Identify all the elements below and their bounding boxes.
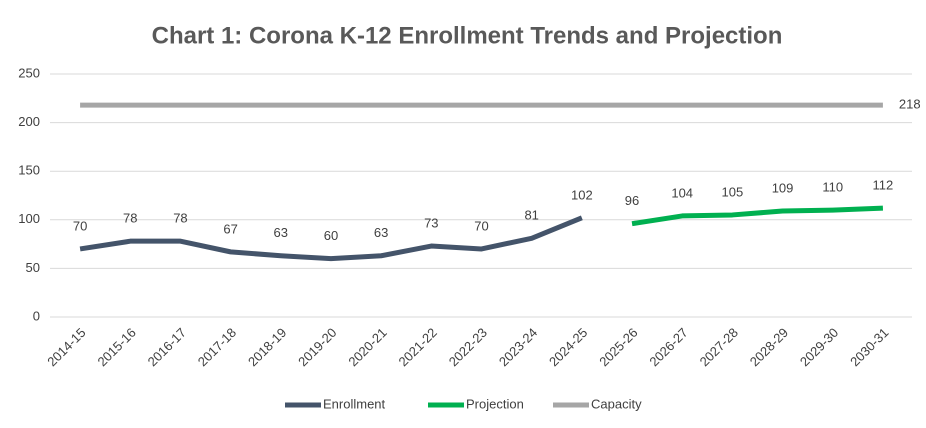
x-tick-label: 2021-22 bbox=[396, 325, 440, 369]
data-label: 102 bbox=[571, 187, 593, 202]
x-tick-label: 2027-28 bbox=[697, 325, 741, 369]
series-line bbox=[631, 205, 884, 227]
x-tick-label: 2017-18 bbox=[195, 325, 239, 369]
x-tick-label: 2016-17 bbox=[145, 325, 189, 369]
data-label: 78 bbox=[173, 211, 187, 226]
y-tick-label: 0 bbox=[33, 308, 40, 323]
data-label: 96 bbox=[625, 193, 639, 208]
data-label: 109 bbox=[772, 180, 794, 195]
data-label: 73 bbox=[424, 215, 438, 230]
chart-title: Chart 1: Corona K-12 Enrollment Trends a… bbox=[152, 22, 783, 49]
legend-label: Projection bbox=[466, 396, 524, 411]
y-tick-label: 250 bbox=[18, 65, 40, 80]
data-label: 67 bbox=[223, 221, 237, 236]
x-tick-label: 2023-24 bbox=[496, 325, 540, 369]
y-tick-label: 200 bbox=[18, 114, 40, 129]
x-tick-label: 2026-27 bbox=[646, 325, 690, 369]
data-label: 81 bbox=[524, 208, 538, 223]
legend-label: Capacity bbox=[591, 396, 642, 411]
x-tick-label: 2024-25 bbox=[546, 325, 590, 369]
y-tick-label: 100 bbox=[18, 211, 40, 226]
x-tick-label: 2019-20 bbox=[295, 325, 339, 369]
x-tick-label: 2015-16 bbox=[94, 325, 138, 369]
x-tick-label: 2014-15 bbox=[44, 325, 88, 369]
x-tick-label: 2030-31 bbox=[847, 325, 891, 369]
y-tick-label: 50 bbox=[26, 260, 40, 275]
data-label: 78 bbox=[123, 211, 137, 226]
x-tick-label: 2029-30 bbox=[797, 325, 841, 369]
x-tick-label: 2018-19 bbox=[245, 325, 289, 369]
data-label: 105 bbox=[722, 184, 744, 199]
y-tick-label: 150 bbox=[18, 163, 40, 178]
data-label: 60 bbox=[324, 228, 338, 243]
data-label: 63 bbox=[374, 225, 388, 240]
x-tick-label: 2028-29 bbox=[747, 325, 791, 369]
data-label: 110 bbox=[822, 180, 843, 195]
data-label: 218 bbox=[899, 97, 921, 112]
data-label: 104 bbox=[671, 185, 693, 200]
x-tick-label: 2022-23 bbox=[446, 325, 490, 369]
data-label: 63 bbox=[274, 225, 288, 240]
series-line bbox=[79, 215, 583, 262]
x-tick-label: 2025-26 bbox=[596, 325, 640, 369]
legend-label: Enrollment bbox=[323, 396, 386, 411]
data-label: 70 bbox=[73, 218, 87, 233]
x-tick-label: 2020-21 bbox=[345, 325, 389, 369]
data-label: 112 bbox=[873, 178, 894, 193]
data-label: 70 bbox=[474, 218, 488, 233]
